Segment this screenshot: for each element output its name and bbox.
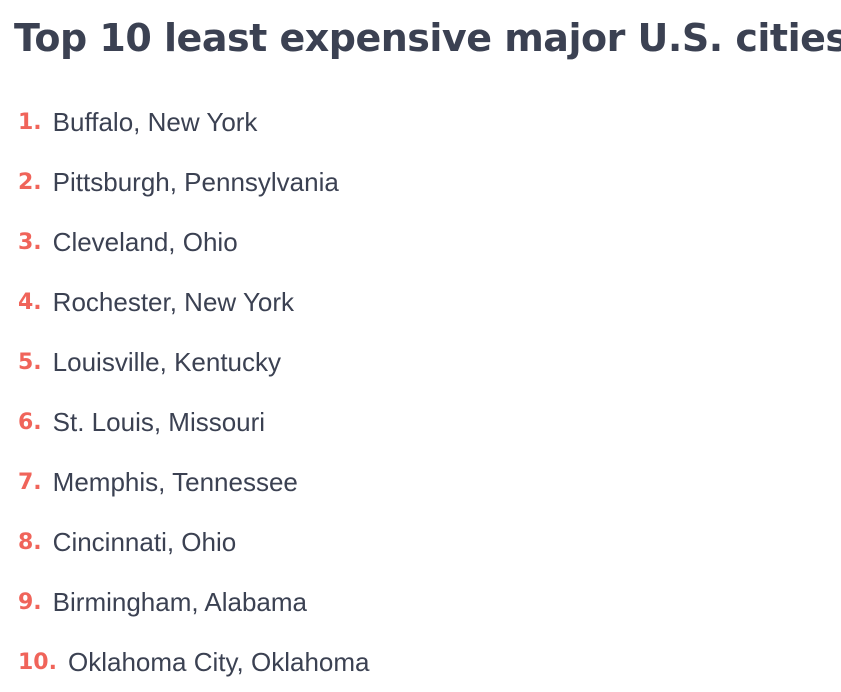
rank-number: 7. xyxy=(18,469,42,495)
city-name: Oklahoma City, Oklahoma xyxy=(67,646,370,677)
city-name: Louisville, Kentucky xyxy=(52,346,282,377)
list-item: 1. Buffalo, New York xyxy=(18,92,370,152)
list-item: 8. Cincinnati, Ohio xyxy=(18,512,370,572)
list-item: 4. Rochester, New York xyxy=(18,272,370,332)
list-item: 10. Oklahoma City, Oklahoma xyxy=(18,632,370,692)
rank-number: 4. xyxy=(18,289,42,315)
city-name: Cleveland, Ohio xyxy=(52,226,238,257)
rank-number: 2. xyxy=(18,169,42,195)
list-item: 7. Memphis, Tennessee xyxy=(18,452,370,512)
city-name: Memphis, Tennessee xyxy=(52,466,298,497)
rank-number: 1. xyxy=(18,109,42,135)
city-name: Pittsburgh, Pennsylvania xyxy=(52,166,339,197)
rank-number: 10. xyxy=(18,649,57,675)
rank-number: 6. xyxy=(18,409,42,435)
rank-number: 5. xyxy=(18,349,42,375)
list-item: 2. Pittsburgh, Pennsylvania xyxy=(18,152,370,212)
rank-number: 8. xyxy=(18,529,42,555)
page-title: Top 10 least expensive major U.S. cities xyxy=(14,16,841,60)
rank-number: 9. xyxy=(18,589,42,615)
city-name: St. Louis, Missouri xyxy=(52,406,266,437)
list-item: 5. Louisville, Kentucky xyxy=(18,332,370,392)
list-item: 6. St. Louis, Missouri xyxy=(18,392,370,452)
city-list: 1. Buffalo, New York 2. Pittsburgh, Penn… xyxy=(18,92,370,692)
list-item: 9. Birmingham, Alabama xyxy=(18,572,370,632)
rank-number: 3. xyxy=(18,229,42,255)
city-name: Buffalo, New York xyxy=(52,106,258,137)
list-item: 3. Cleveland, Ohio xyxy=(18,212,370,272)
city-name: Cincinnati, Ohio xyxy=(52,526,237,557)
city-name: Birmingham, Alabama xyxy=(52,586,308,617)
city-name: Rochester, New York xyxy=(52,286,295,317)
